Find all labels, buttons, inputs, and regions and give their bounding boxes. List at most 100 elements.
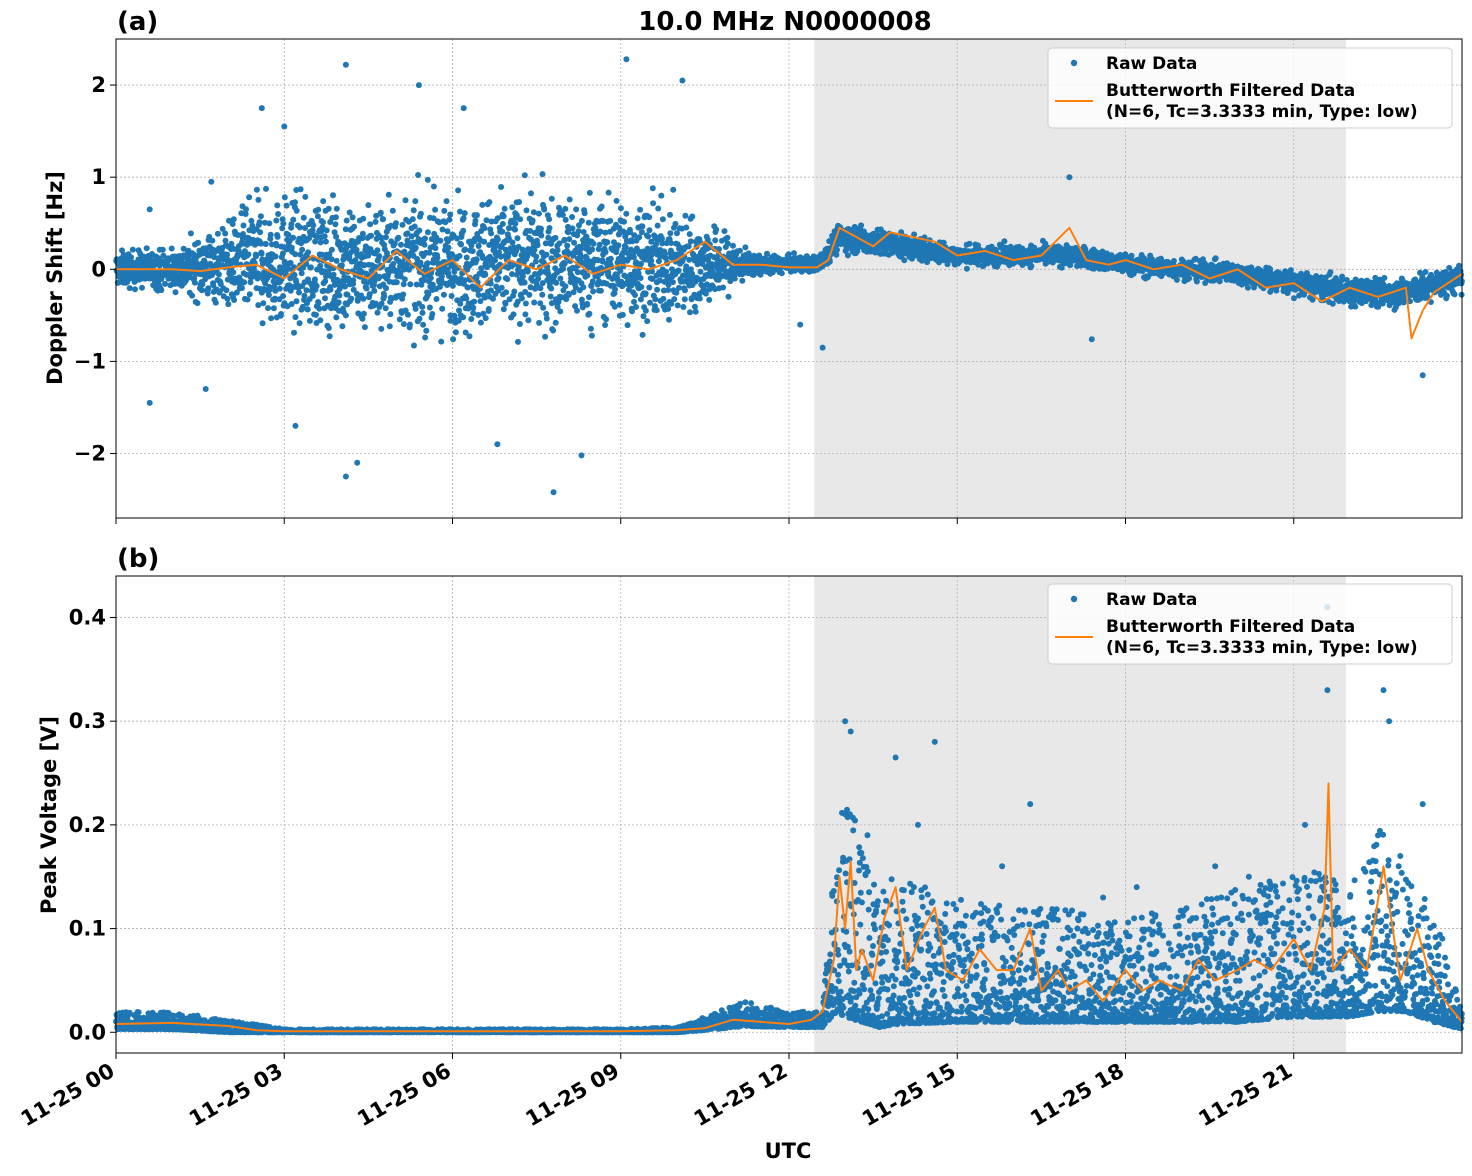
panel-a-label: (a): [117, 7, 158, 37]
raw-data-point: [470, 248, 476, 254]
raw-data-point: [462, 277, 468, 283]
raw-data-point: [280, 221, 286, 227]
raw-data-point: [425, 229, 431, 235]
raw-data-point: [623, 211, 629, 217]
raw-data-point: [672, 221, 678, 227]
raw-data-point: [231, 297, 237, 303]
raw-data-point: [257, 219, 263, 225]
raw-data-point: [603, 316, 609, 322]
raw-data-point: [336, 299, 342, 305]
raw-data-point: [417, 316, 423, 322]
raw-data-point: [434, 296, 440, 302]
raw-data-point: [587, 190, 593, 196]
raw-data-point: [612, 286, 618, 292]
raw-data-point: [422, 335, 428, 341]
raw-data-point: [471, 299, 477, 305]
raw-data-point: [713, 227, 719, 233]
raw-data-point: [387, 311, 393, 317]
raw-data-point: [698, 269, 704, 275]
raw-data-point: [652, 296, 658, 302]
raw-data-point: [371, 288, 377, 294]
raw-data-point: [548, 294, 554, 300]
raw-data-point: [586, 220, 592, 226]
raw-data-point: [317, 317, 323, 323]
raw-data-point: [274, 202, 280, 208]
raw-data-point: [503, 289, 509, 295]
raw-data-point: [488, 281, 494, 287]
raw-data-point: [562, 260, 568, 266]
raw-data-point: [344, 218, 350, 224]
raw-data-point: [400, 292, 406, 298]
raw-data-point: [496, 275, 502, 281]
raw-data-point: [620, 312, 626, 318]
raw-data-point: [1186, 275, 1192, 281]
raw-data-point: [526, 292, 532, 298]
raw-data-point: [298, 186, 304, 192]
raw-data-point: [437, 238, 443, 244]
raw-data-point: [643, 291, 649, 297]
raw-data-point: [301, 293, 307, 299]
raw-data-point: [548, 286, 554, 292]
raw-data-point: [682, 213, 688, 219]
raw-data-point: [742, 244, 748, 250]
raw-data-point: [599, 204, 605, 210]
raw-data-point: [297, 224, 303, 230]
raw-data-point: [301, 215, 307, 221]
raw-data-point: [445, 245, 451, 251]
raw-data-point: [231, 216, 237, 222]
raw-data-point: [195, 240, 201, 246]
raw-data-point: [299, 247, 305, 253]
raw-data-point: [334, 258, 340, 264]
raw-data-point: [512, 227, 518, 233]
raw-data-point: [360, 296, 366, 302]
raw-data-point: [334, 206, 340, 212]
raw-data-point: [410, 216, 416, 222]
raw-data-point: [423, 328, 429, 334]
raw-data-point: [284, 203, 290, 209]
raw-data-point: [557, 308, 563, 314]
raw-data-point: [604, 239, 610, 245]
raw-data-point: [500, 221, 506, 227]
raw-data-point: [834, 247, 840, 253]
raw-data-point: [305, 306, 311, 312]
raw-data-point: [401, 321, 407, 327]
raw-data-point: [845, 252, 851, 258]
raw-data-point: [557, 276, 563, 282]
raw-data-point: [509, 204, 515, 210]
raw-data-point: [348, 296, 354, 302]
raw-data-point: [724, 235, 730, 241]
raw-data-point: [486, 199, 492, 205]
raw-data-point: [398, 242, 404, 248]
raw-data-point: [278, 311, 284, 317]
raw-data-point: [791, 250, 797, 256]
raw-data-point: [350, 277, 356, 283]
raw-data-point: [383, 285, 389, 291]
raw-data-point: [586, 294, 592, 300]
raw-data-point: [315, 213, 321, 219]
raw-data-point: [304, 287, 310, 293]
raw-data-point: [474, 212, 480, 218]
raw-data-point: [425, 177, 431, 183]
raw-data-point: [433, 245, 439, 251]
raw-data-point: [1171, 258, 1177, 264]
raw-data-point: [1129, 253, 1135, 259]
raw-data-point: [458, 242, 464, 248]
raw-data-point: [506, 225, 512, 231]
raw-data-point: [516, 199, 522, 205]
raw-data-point: [420, 310, 426, 316]
raw-data-point: [1330, 301, 1336, 307]
raw-data-point: [650, 185, 656, 191]
raw-data-point: [486, 306, 492, 312]
raw-data-point: [603, 249, 609, 255]
raw-data-point: [524, 207, 530, 213]
raw-data-point: [413, 245, 419, 251]
raw-data-point: [666, 317, 672, 323]
raw-data-point: [144, 245, 150, 251]
raw-data-point: [223, 287, 229, 293]
raw-data-point: [712, 237, 718, 243]
raw-data-point: [1352, 304, 1358, 310]
raw-data-point: [457, 301, 463, 307]
raw-data-point: [333, 314, 339, 320]
raw-data-point: [282, 194, 288, 200]
raw-data-point: [320, 219, 326, 225]
